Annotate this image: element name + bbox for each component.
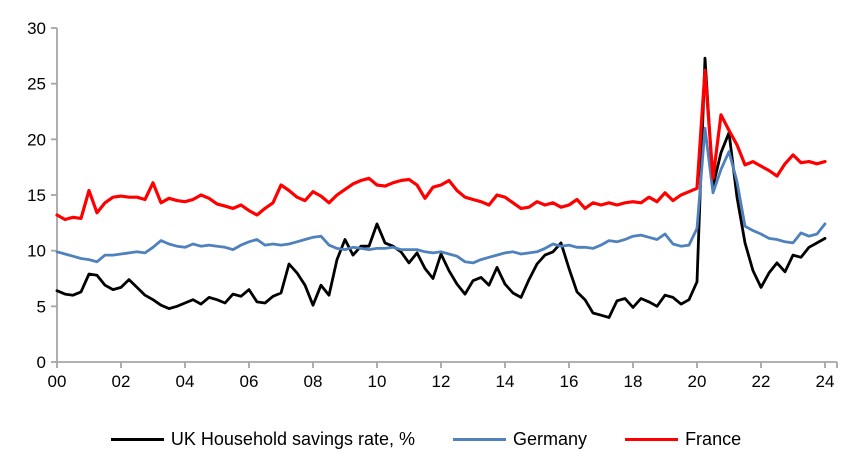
legend-item-uk: UK Household savings rate, % [110, 429, 416, 449]
legend-label-uk: UK Household savings rate, % [170, 429, 416, 449]
y-tick-label: 5 [37, 297, 46, 316]
legend-label-france: France [685, 429, 742, 449]
legend-label-germany: Germany [513, 429, 588, 449]
x-tick-label: 06 [240, 372, 259, 391]
legend-item-germany: Germany [453, 430, 587, 448]
x-tick-label: 12 [432, 372, 451, 391]
germany-line-swatch [453, 437, 507, 441]
series-line-germany [55, 126, 827, 265]
y-tick-label: 0 [37, 353, 46, 372]
x-tick-label: 08 [304, 372, 323, 391]
y-tick-label: 10 [27, 242, 46, 261]
series-line-france [55, 68, 827, 222]
x-tick-label: 16 [560, 372, 579, 391]
legend-item-france: France [625, 430, 741, 448]
chart-legend: UK Household savings rate, % Germany Fra… [0, 430, 852, 448]
uk-line-swatch [110, 437, 164, 441]
y-tick-label: 30 [27, 19, 46, 38]
x-tick-label: 14 [496, 372, 515, 391]
x-tick-label: 04 [176, 372, 195, 391]
france-line-swatch [625, 437, 679, 441]
x-tick-label: 24 [816, 372, 835, 391]
x-tick-label: 02 [112, 372, 131, 391]
y-tick-label: 15 [27, 186, 46, 205]
x-tick-label: 00 [48, 372, 67, 391]
x-tick-label: 18 [624, 372, 643, 391]
x-tick-label: 22 [752, 372, 771, 391]
x-tick-label: 20 [688, 372, 707, 391]
series-line-uk [55, 56, 827, 319]
y-tick-label: 20 [27, 130, 46, 149]
x-tick-label: 10 [368, 372, 387, 391]
y-tick-label: 25 [27, 75, 46, 94]
